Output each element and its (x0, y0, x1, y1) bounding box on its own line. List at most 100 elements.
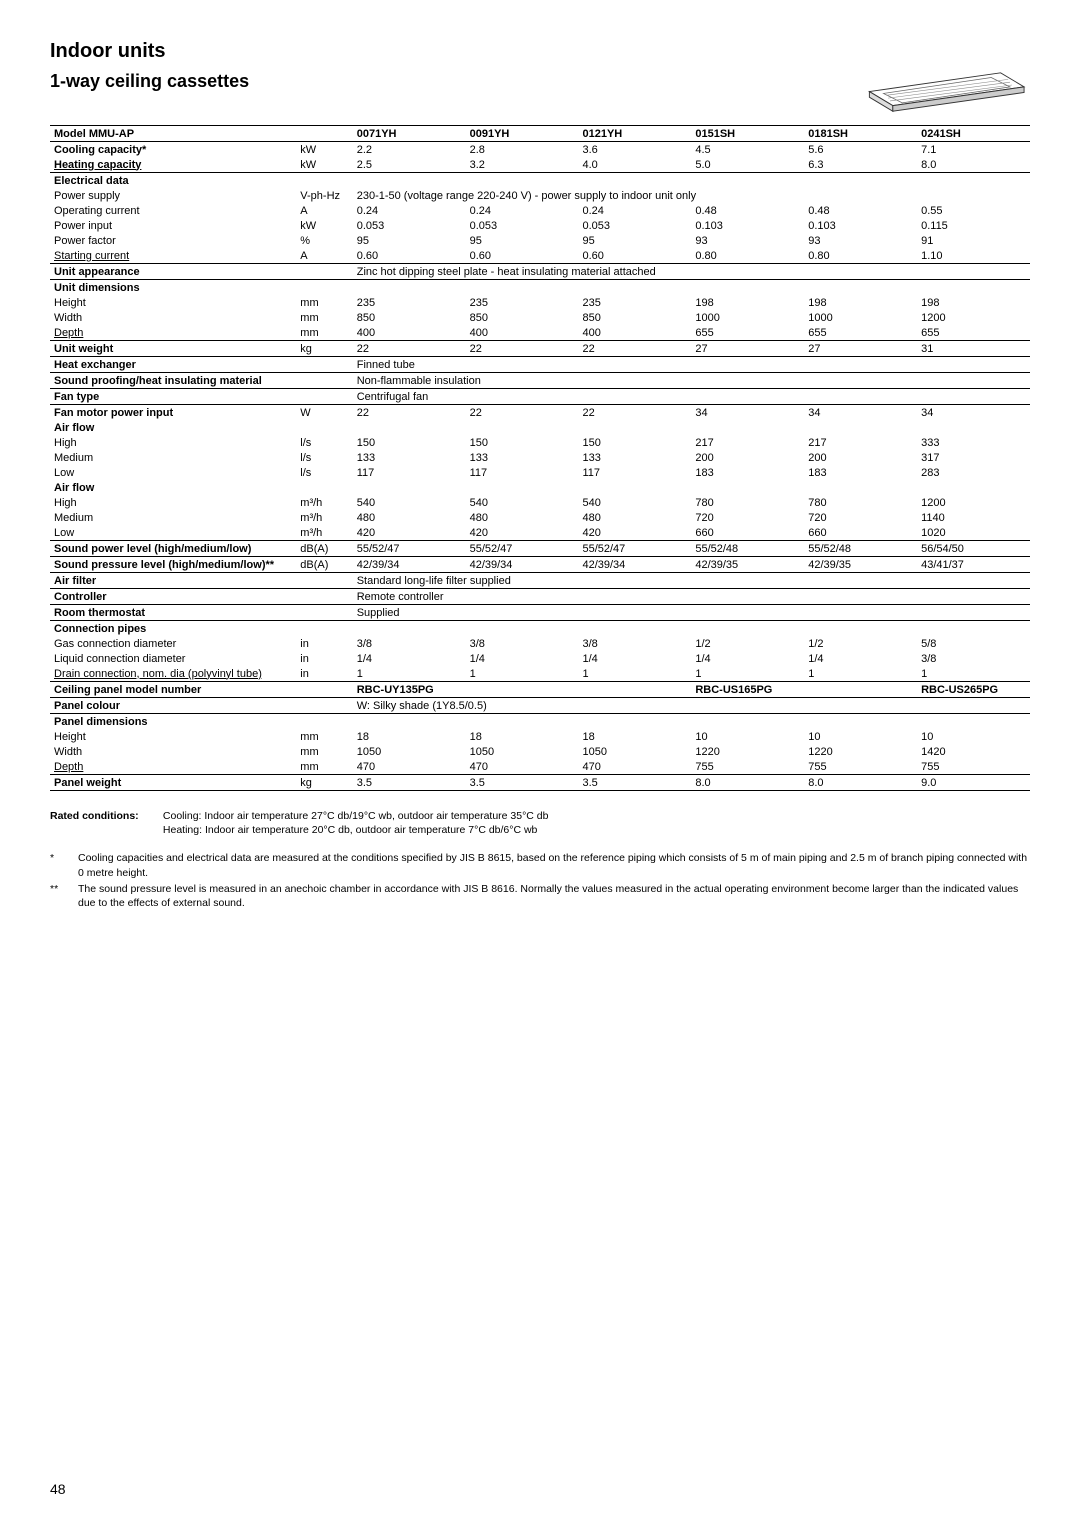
row-value: 34 (917, 405, 1030, 421)
table-row: Unit appearanceZinc hot dipping steel pl… (50, 264, 1030, 280)
row-value: 0.80 (804, 248, 917, 264)
table-row: Air flow (50, 420, 1030, 435)
row-label: Gas connection diameter (50, 636, 296, 651)
row-value: 55/52/47 (353, 541, 466, 557)
table-row: Power factor%959595939391 (50, 233, 1030, 248)
page-title: Indoor units (50, 40, 249, 63)
row-value: 0071YH (353, 126, 466, 142)
table-row: Mediuml/s133133133200200317 (50, 450, 1030, 465)
row-label: Heat exchanger (50, 357, 296, 373)
row-value: 235 (466, 295, 579, 310)
row-label: Air flow (50, 420, 296, 435)
row-value: 660 (804, 525, 917, 541)
row-unit: dB(A) (296, 557, 352, 573)
row-value: 470 (353, 759, 466, 775)
table-row: Fan typeCentrifugal fan (50, 389, 1030, 405)
row-value (917, 173, 1030, 189)
row-value: 5.6 (804, 142, 917, 158)
row-label: Height (50, 295, 296, 310)
row-label: High (50, 435, 296, 450)
row-unit (296, 126, 352, 142)
row-value: 93 (804, 233, 917, 248)
row-value: 0.24 (353, 203, 466, 218)
table-row: Liquid connection diameterin1/41/41/41/4… (50, 651, 1030, 666)
footnote-mark-2: ** (50, 882, 78, 910)
row-value: 0121YH (578, 126, 691, 142)
row-value (691, 480, 804, 495)
row-label: Power input (50, 218, 296, 233)
row-value: 133 (466, 450, 579, 465)
row-value (466, 420, 579, 435)
row-value: 31 (917, 341, 1030, 357)
row-value (578, 420, 691, 435)
row-value: 1420 (917, 744, 1030, 759)
row-value: 540 (466, 495, 579, 510)
row-unit: W (296, 405, 352, 421)
row-value (917, 714, 1030, 730)
row-label: Width (50, 744, 296, 759)
row-value: 18 (578, 729, 691, 744)
row-value: 217 (804, 435, 917, 450)
table-row: Heat exchangerFinned tube (50, 357, 1030, 373)
row-value: 1.10 (917, 248, 1030, 264)
table-row: Air filterStandard long-life filter supp… (50, 573, 1030, 589)
row-value: 1220 (691, 744, 804, 759)
row-value: 780 (804, 495, 917, 510)
row-label: High (50, 495, 296, 510)
row-unit: % (296, 233, 352, 248)
row-value: 540 (578, 495, 691, 510)
row-unit (296, 280, 352, 296)
row-value (466, 682, 579, 698)
row-value (466, 173, 579, 189)
row-value: 480 (466, 510, 579, 525)
row-label: Panel colour (50, 698, 296, 714)
row-value: 1 (578, 666, 691, 682)
table-row: Connection pipes (50, 621, 1030, 637)
row-value (917, 420, 1030, 435)
row-value: 1050 (353, 744, 466, 759)
table-row: Highm³/h5405405407807801200 (50, 495, 1030, 510)
row-value: 235 (353, 295, 466, 310)
row-value: 4.5 (691, 142, 804, 158)
table-row: Air flow (50, 480, 1030, 495)
row-unit (296, 173, 352, 189)
row-value: 1200 (917, 495, 1030, 510)
row-value: 655 (804, 325, 917, 341)
row-value (691, 420, 804, 435)
row-value: 400 (466, 325, 579, 341)
row-value: 1 (804, 666, 917, 682)
row-value: 0.60 (353, 248, 466, 264)
row-value: 1/2 (691, 636, 804, 651)
row-value (353, 173, 466, 189)
row-value: 198 (691, 295, 804, 310)
row-label: Low (50, 525, 296, 541)
page-number: 48 (50, 1481, 66, 1497)
row-value: 720 (804, 510, 917, 525)
row-value: 0.60 (578, 248, 691, 264)
table-row: Fan motor power inputW222222343434 (50, 405, 1030, 421)
row-value: 1050 (578, 744, 691, 759)
table-row: Unit weightkg222222272731 (50, 341, 1030, 357)
row-value: RBC-US265PG (917, 682, 1030, 698)
row-label: Liquid connection diameter (50, 651, 296, 666)
row-value: 780 (691, 495, 804, 510)
row-value: 0.48 (691, 203, 804, 218)
table-row: Heating capacitykW2.53.24.05.06.38.0 (50, 157, 1030, 173)
footnote-2: The sound pressure level is measured in … (78, 882, 1030, 910)
table-row: Sound power level (high/medium/low)dB(A)… (50, 541, 1030, 557)
row-value (804, 621, 917, 637)
table-row: Lowl/s117117117183183283 (50, 465, 1030, 480)
table-row: Starting currentA0.600.600.600.800.801.1… (50, 248, 1030, 264)
row-value: 0.053 (578, 218, 691, 233)
row-label: Height (50, 729, 296, 744)
row-unit: kW (296, 142, 352, 158)
row-value: 8.0 (917, 157, 1030, 173)
table-row: Panel colourW: Silky shade (1Y8.5/0.5) (50, 698, 1030, 714)
row-value (353, 480, 466, 495)
row-unit: mm (296, 325, 352, 341)
table-row: Heightmm235235235198198198 (50, 295, 1030, 310)
row-value: 91 (917, 233, 1030, 248)
rated-heating: Heating: Indoor air temperature 20°C db,… (163, 824, 537, 836)
table-row: Unit dimensions (50, 280, 1030, 296)
row-value: 1050 (466, 744, 579, 759)
